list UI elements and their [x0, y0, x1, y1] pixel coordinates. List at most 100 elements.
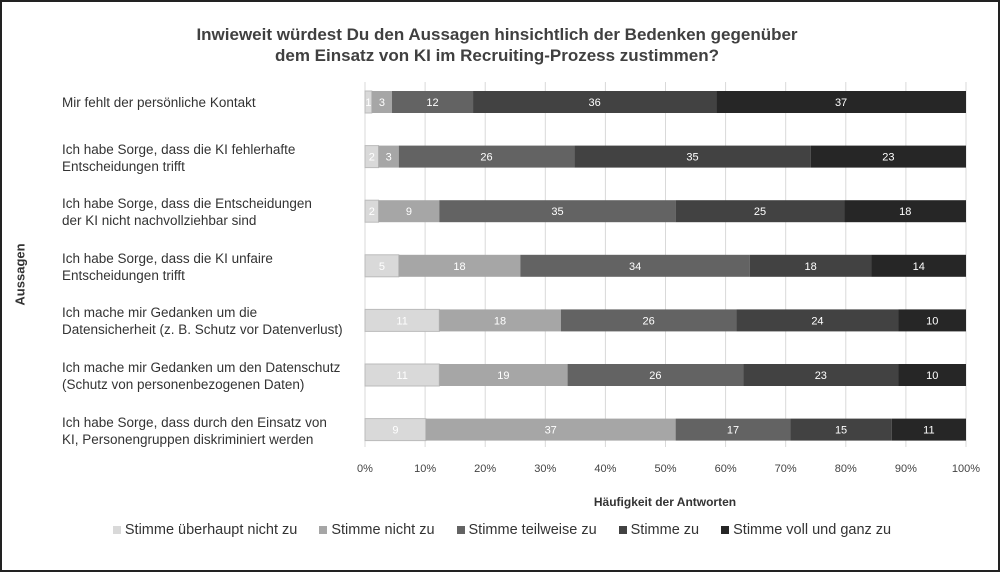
category-label-line: Datensicherheit (z. B. Schutz vor Datenv…	[62, 322, 343, 338]
data-label: 25	[754, 206, 766, 218]
data-label: 35	[686, 152, 698, 164]
data-label: 10	[926, 315, 938, 327]
legend-item: Stimme zu	[618, 522, 700, 538]
data-label: 2	[369, 152, 375, 164]
category-label-line: Ich habe Sorge, dass durch den Einsatz v…	[62, 414, 327, 430]
legend-item: Stimme überhaupt nicht zu	[112, 522, 297, 538]
bar-segment	[675, 200, 845, 223]
category-label-line: Mir fehlt der persönliche Kontakt	[62, 95, 256, 110]
bar-segment	[425, 418, 676, 441]
bar-segment	[439, 309, 561, 332]
x-tick-label: 70%	[775, 463, 797, 475]
bar-segment	[844, 200, 966, 223]
category-label: Ich habe Sorge, dass die KI fehlerhafte E…	[62, 141, 362, 175]
x-tick-label: 20%	[474, 463, 496, 475]
legend-swatch	[618, 526, 627, 534]
category-label-line: Ich habe Sorge, dass die Entscheidungen	[62, 196, 312, 212]
bar-segment	[560, 309, 737, 332]
x-tick-label: 80%	[835, 463, 857, 475]
legend-label: Stimme nicht zu	[331, 522, 435, 538]
x-tick-label: 30%	[534, 463, 556, 475]
legend-item: Stimme voll und ganz zu	[721, 522, 891, 538]
data-label: 11	[923, 425, 934, 437]
data-label: 23	[815, 370, 827, 382]
bar-segment	[871, 254, 966, 277]
data-label: 10	[926, 370, 938, 382]
bar-segment	[439, 364, 568, 386]
category-label: Mir fehlt der persönliche Kontakt	[62, 94, 362, 111]
title-line: Inwieweit würdest Du den Aussagen hinsic…	[196, 25, 798, 44]
data-label: 37	[545, 425, 557, 437]
x-tick-label: 40%	[594, 463, 616, 475]
data-label: 36	[588, 97, 600, 109]
bar-segment	[378, 145, 399, 168]
data-label: 23	[882, 152, 894, 164]
category-label: Ich habe Sorge, dass die Entscheidungen d…	[62, 195, 362, 229]
category-label-line: Ich habe Sorge, dass die KI unfaire	[62, 250, 273, 266]
category-label-line: Entscheidungen trifft	[62, 158, 185, 174]
bar-segment	[790, 418, 892, 441]
data-label: 37	[835, 97, 847, 109]
category-label-line: der KI nicht nachvollziehbar sind	[62, 213, 257, 229]
x-tick-label: 60%	[715, 463, 737, 475]
legend-swatch	[112, 526, 121, 534]
category-label: Ich mache mir Gedanken um die Datensicher…	[62, 304, 362, 338]
bar-segment	[473, 91, 717, 113]
bar-segment	[378, 200, 440, 223]
data-label: 14	[913, 261, 925, 273]
category-label: Ich habe Sorge, dass durch den Einsatz v…	[62, 414, 362, 448]
data-label: 26	[480, 152, 492, 164]
bar-segment	[743, 364, 899, 386]
category-label-line: KI, Personengruppen diskriminiert werden	[62, 431, 314, 447]
bar-segment	[898, 309, 966, 332]
bar-segment	[716, 91, 966, 113]
data-label: 34	[629, 261, 641, 273]
data-label: 26	[642, 315, 654, 327]
category-label-line: (Schutz von personenbezogenen Daten)	[62, 377, 305, 392]
data-label: 2	[369, 206, 375, 218]
bar-segment	[398, 145, 575, 168]
bar-segment	[574, 145, 811, 168]
data-label: 18	[494, 315, 506, 327]
legend-label: Stimme voll und ganz zu	[733, 522, 892, 538]
data-label: 15	[835, 425, 847, 437]
data-label: 18	[805, 261, 817, 273]
data-label: 17	[727, 425, 739, 437]
category-label-line: Entscheidungen trifft	[62, 267, 185, 283]
data-label: 12	[426, 97, 438, 109]
bar-segment	[567, 364, 744, 386]
x-tick-label: 90%	[895, 463, 917, 475]
bar-segment	[520, 254, 750, 277]
data-label: 5	[379, 261, 385, 273]
x-tick-label: 10%	[414, 463, 436, 475]
legend: Stimme überhaupt nicht zu Stimme nicht zu…	[2, 522, 998, 538]
bar-segment	[439, 200, 676, 223]
data-label: 9	[392, 425, 398, 437]
data-label: 18	[899, 206, 911, 218]
bar-segment	[810, 145, 966, 168]
bar-segment	[675, 418, 791, 441]
category-label-line: Ich mache mir Gedanken um die	[62, 305, 258, 321]
bar-segment	[749, 254, 872, 277]
legend-item: Stimme teilweise zu	[456, 522, 597, 538]
legend-label: Stimme zu	[630, 522, 700, 538]
category-label: Ich mache mir Gedanken um den Datenschut…	[62, 359, 362, 393]
x-tick-label: 100%	[952, 463, 980, 475]
data-label: 19	[497, 370, 509, 382]
data-label: 18	[453, 261, 465, 273]
title-line: dem Einsatz von KI im Recruiting-Prozess…	[275, 46, 719, 65]
legend-label: Stimme teilweise zu	[468, 522, 597, 538]
data-label: 11	[396, 315, 407, 327]
legend-swatch	[721, 526, 730, 534]
data-label: 3	[386, 152, 392, 164]
data-label: 35	[551, 206, 563, 218]
bar-segment	[392, 91, 474, 113]
data-label: 24	[811, 315, 823, 327]
chart-title: Inwieweit würdest Du den Aussagen hinsic…	[122, 24, 872, 66]
bar-segment	[736, 309, 899, 332]
category-label: Ich habe Sorge, dass die KI unfaire Entsc…	[62, 250, 362, 284]
bar-segment	[891, 418, 966, 441]
x-tick-label: 50%	[654, 463, 676, 475]
